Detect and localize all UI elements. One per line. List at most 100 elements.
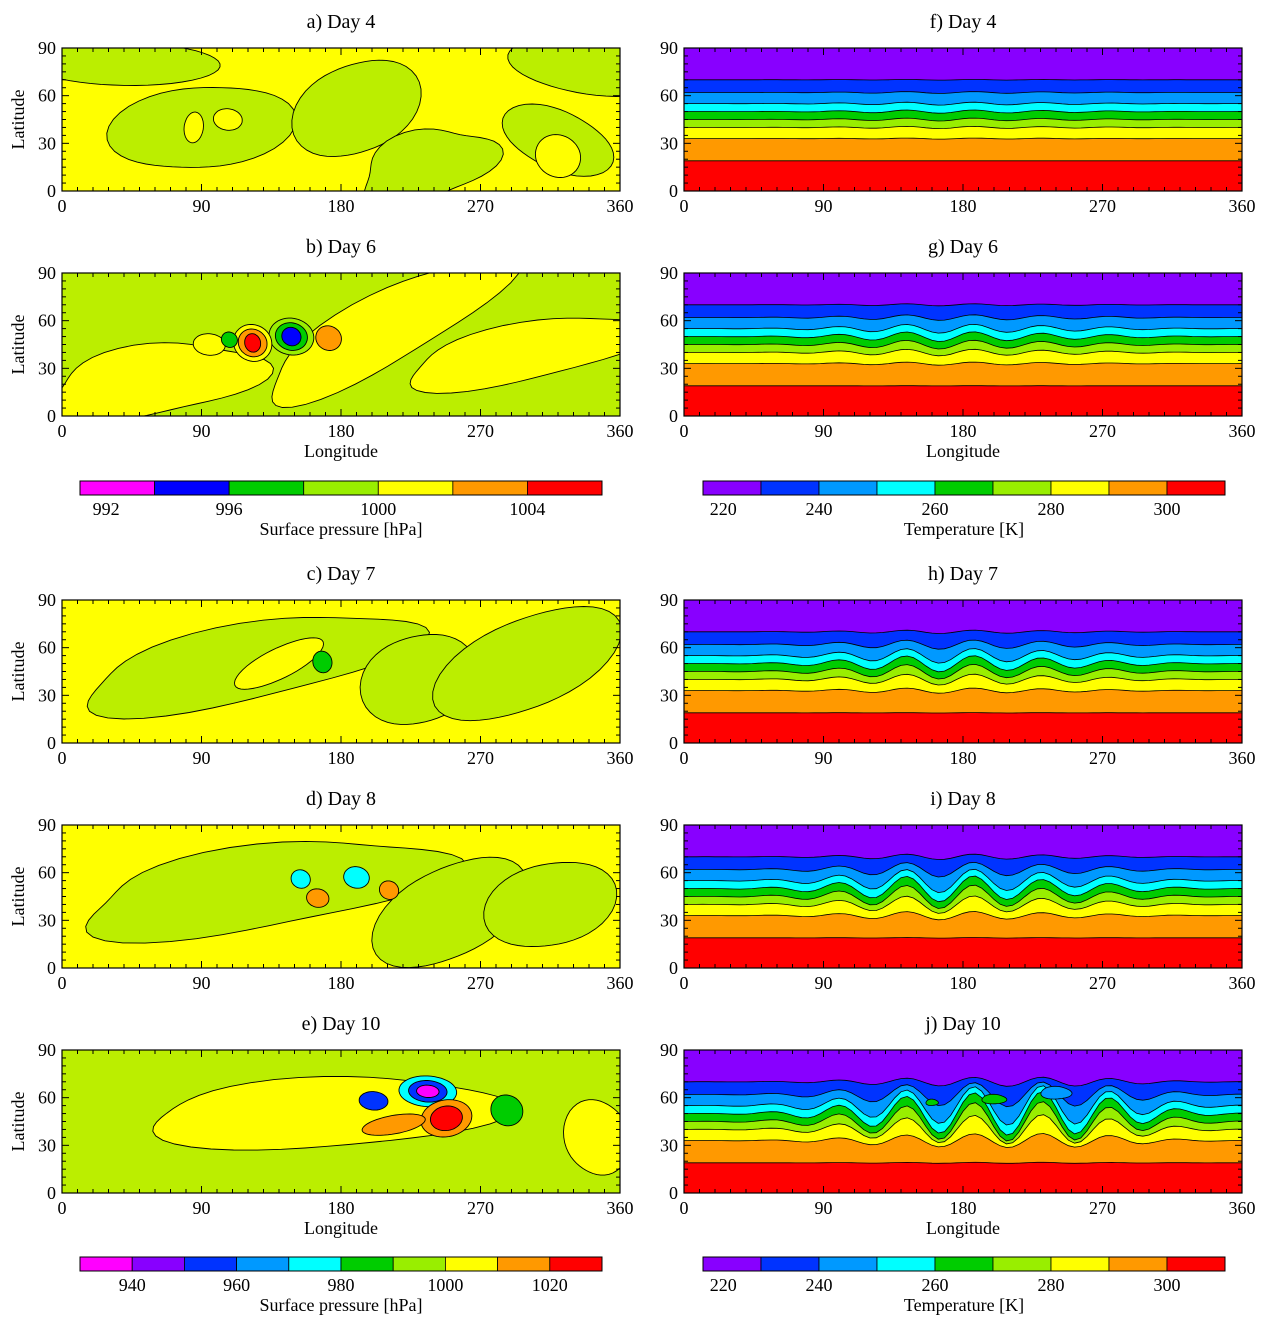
x-tick-label: 360 <box>607 1198 634 1218</box>
pressure-contour-region <box>62 48 221 86</box>
colorbar-swatch <box>377 480 454 496</box>
panel-a: 0 90 180 270 360 0 30 60 90 a) Day 4 Latitude <box>8 11 634 216</box>
x-tick-label: 90 <box>193 421 211 441</box>
colorbar-tick-label: 300 <box>1154 1275 1181 1295</box>
pressure-contour-region <box>432 606 620 722</box>
y-tick-label: 60 <box>38 1088 56 1108</box>
panel-title: a) Day 4 <box>307 11 376 33</box>
plot-frame <box>61 47 621 192</box>
x-tick-label: 0 <box>58 973 67 993</box>
y-tick-label: 90 <box>38 1040 56 1060</box>
x-tick-label: 360 <box>1229 1198 1256 1218</box>
y-tick-label: 30 <box>38 133 56 153</box>
pressure-contour-region <box>507 48 620 97</box>
panel-title: d) Day 8 <box>306 788 376 810</box>
colorbar-swatch <box>303 480 379 496</box>
colorbar-swatch <box>236 1256 290 1272</box>
x-tick-label: 90 <box>815 973 833 993</box>
colorbar-label: Temperature [K] <box>904 519 1024 539</box>
temperature-band <box>684 937 1242 968</box>
pressure-contour-region <box>192 333 226 356</box>
plot-frame <box>61 1049 621 1194</box>
colorbar-tick-label: 960 <box>223 1275 250 1295</box>
colorbar-swatch <box>1050 480 1110 496</box>
x-tick-label: 360 <box>1229 421 1256 441</box>
y-tick-label: 60 <box>38 311 56 331</box>
y-tick-label: 60 <box>38 86 56 106</box>
x-tick-label: 90 <box>193 196 211 216</box>
x-tick-label: 0 <box>58 748 67 768</box>
plot-frame <box>683 272 1243 417</box>
x-tick-label: 180 <box>950 421 977 441</box>
colorbar-tick-label: 220 <box>710 499 737 519</box>
colorbar-swatch <box>183 1256 237 1272</box>
colorbar-swatch <box>818 1256 878 1272</box>
pressure-contour-region <box>213 108 243 131</box>
colorbar-ps2: 940 960 980 1000 1020 Surface pressure [hPa] <box>79 1256 603 1315</box>
y-tick-label: 0 <box>47 958 56 978</box>
pressure-contour-region <box>364 128 504 191</box>
pressure-contour-region <box>315 325 342 351</box>
y-tick-label: 60 <box>660 863 678 883</box>
x-tick-label: 360 <box>607 421 634 441</box>
x-axis-label: Longitude <box>926 1218 1000 1238</box>
pressure-contour-region <box>234 637 324 690</box>
panel-d: 0 90 180 270 360 0 30 60 90 d) Day 8 Latitude <box>8 788 634 993</box>
colorbar-tick-label: 992 <box>93 499 120 519</box>
y-tick-label: 90 <box>38 38 56 58</box>
x-tick-label: 90 <box>193 748 211 768</box>
colorbar-swatch <box>154 480 230 496</box>
x-axis-label: Longitude <box>926 441 1000 461</box>
panel-b: 0 90 180 270 360 0 30 60 90 b) Day 6 Latitude Longi… <box>8 236 634 461</box>
colorbar-swatch <box>702 480 762 496</box>
x-tick-label: 360 <box>607 196 634 216</box>
x-axis-label: Longitude <box>304 441 378 461</box>
pressure-contour-region <box>563 1099 620 1176</box>
colorbar-tick-label: 980 <box>328 1275 355 1295</box>
pressure-contour-region <box>409 317 620 394</box>
colorbar-tick-label: 280 <box>1038 499 1065 519</box>
panel-title: g) Day 6 <box>928 236 998 258</box>
y-tick-label: 90 <box>660 590 678 610</box>
panel-f: 0 90 180 270 360 0 30 60 90 f) Day 4 <box>660 11 1256 216</box>
y-tick-label: 0 <box>669 733 678 753</box>
temperature-band <box>684 712 1242 743</box>
x-tick-label: 360 <box>1229 196 1256 216</box>
temperature-eddy <box>981 1093 1008 1105</box>
y-tick-label: 60 <box>38 638 56 658</box>
colorbar-tick-label: 240 <box>806 499 833 519</box>
y-tick-label: 90 <box>38 590 56 610</box>
colorbar-tick-label: 220 <box>710 1275 737 1295</box>
pressure-contour-region <box>244 333 262 353</box>
pressure-contour-region <box>290 869 311 889</box>
colorbar-swatch <box>1108 480 1168 496</box>
panel-title: f) Day 4 <box>930 11 997 33</box>
pressure-contour-region <box>361 1113 426 1136</box>
colorbar-label: Temperature [K] <box>904 1295 1024 1315</box>
plot-frame <box>61 599 621 744</box>
colorbar-label: Surface pressure [hPa] <box>260 1295 423 1315</box>
x-tick-label: 360 <box>607 748 634 768</box>
y-axis-label: Latitude <box>8 90 28 150</box>
y-axis-label: Latitude <box>8 1092 28 1152</box>
plot-area <box>62 825 620 968</box>
pressure-contour-region <box>483 861 618 947</box>
y-tick-label: 90 <box>660 1040 678 1060</box>
x-tick-label: 90 <box>193 1198 211 1218</box>
colorbar-tick-label: 940 <box>119 1275 146 1295</box>
x-tick-label: 270 <box>1089 421 1116 441</box>
panel-e: 0 90 180 270 360 0 30 60 90 e) Day 10 Latitude Long… <box>8 1013 634 1238</box>
plot-area <box>684 600 1242 743</box>
colorbar-swatch <box>497 1256 551 1272</box>
plot-area <box>684 825 1242 968</box>
pressure-contour-region <box>85 840 467 944</box>
colorbar-tick-label: 260 <box>922 1275 949 1295</box>
panel-title: h) Day 7 <box>928 563 998 585</box>
pressure-contour-region <box>429 1105 463 1132</box>
x-tick-label: 90 <box>815 421 833 441</box>
plot-frame <box>683 47 1243 192</box>
y-tick-label: 0 <box>669 181 678 201</box>
x-tick-label: 270 <box>467 1198 494 1218</box>
colorbar-tick-label: 1020 <box>532 1275 568 1295</box>
panel-title: j) Day 10 <box>924 1013 1001 1035</box>
